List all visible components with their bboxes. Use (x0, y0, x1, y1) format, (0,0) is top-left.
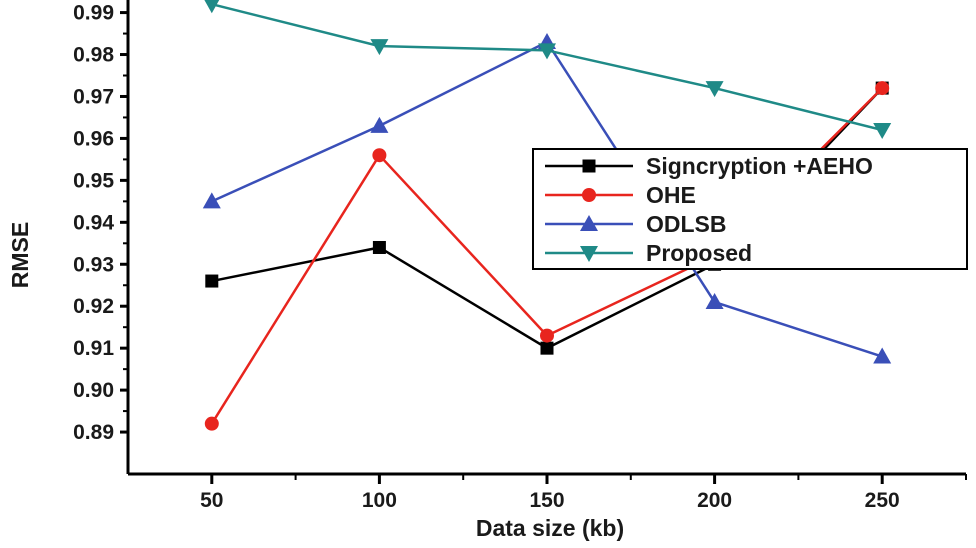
series-line (211, 2, 883, 132)
data-point (705, 81, 724, 98)
legend-entry: OHE (545, 182, 696, 208)
x-tick-label: 100 (362, 489, 397, 512)
y-tick-label: 0.89 (73, 421, 114, 444)
data-point (540, 341, 554, 355)
legend-entry: ODLSB (545, 211, 727, 237)
y-tick-label: 0.91 (73, 337, 114, 360)
legend-marker (582, 159, 596, 173)
legend-entry: Proposed (545, 240, 752, 266)
y-tick-label: 0.92 (73, 295, 114, 318)
y-axis-title: RMSE (7, 222, 33, 288)
legend-label: ODLSB (646, 211, 727, 237)
x-axis-ticks: 50 100 150 200 250 (200, 474, 967, 512)
series-proposed (204, 0, 892, 140)
legend-box (532, 148, 968, 270)
data-point (873, 347, 892, 364)
legend-marker (582, 188, 596, 202)
data-point (204, 0, 220, 14)
y-tick-label: 0.94 (73, 211, 114, 234)
x-tick-label: 50 (200, 489, 223, 512)
data-point (538, 43, 556, 60)
x-tick-label: 200 (697, 489, 732, 512)
y-tick-label: 0.93 (73, 253, 114, 276)
data-point (204, 416, 219, 431)
x-axis-title: Data size (kb) (476, 515, 624, 541)
y-tick-label: 0.99 (73, 2, 114, 25)
legend: Signcryption +AEHO OHE ODLSB Proposed (532, 148, 968, 270)
data-point (202, 192, 221, 209)
legend-label: Signcryption +AEHO (646, 153, 873, 179)
data-point (875, 81, 890, 96)
data-point (705, 293, 724, 310)
data-point (370, 39, 389, 56)
data-point (540, 328, 554, 343)
y-tick-label: 0.96 (73, 127, 114, 150)
legend-label: OHE (646, 182, 696, 208)
data-point (370, 116, 389, 133)
x-tick-label: 150 (529, 489, 564, 512)
data-point (372, 148, 387, 163)
y-axis-ticks: 0.89 0.90 0.91 0.92 0.93 0.94 0.95 0.96 0.97 0.98… (73, 2, 128, 444)
data-point (873, 123, 892, 140)
y-tick-label: 0.95 (73, 169, 114, 192)
data-point (205, 274, 219, 288)
legend-marker (580, 246, 598, 262)
data-point (372, 240, 386, 254)
y-tick-label: 0.97 (73, 85, 114, 108)
y-tick-label: 0.98 (73, 44, 114, 67)
legend-entry: Signcryption +AEHO (545, 153, 873, 179)
x-tick-label: 250 (865, 489, 900, 512)
legend-marker (580, 215, 598, 231)
y-tick-label: 0.90 (73, 379, 114, 402)
legend-label: Proposed (646, 240, 752, 266)
